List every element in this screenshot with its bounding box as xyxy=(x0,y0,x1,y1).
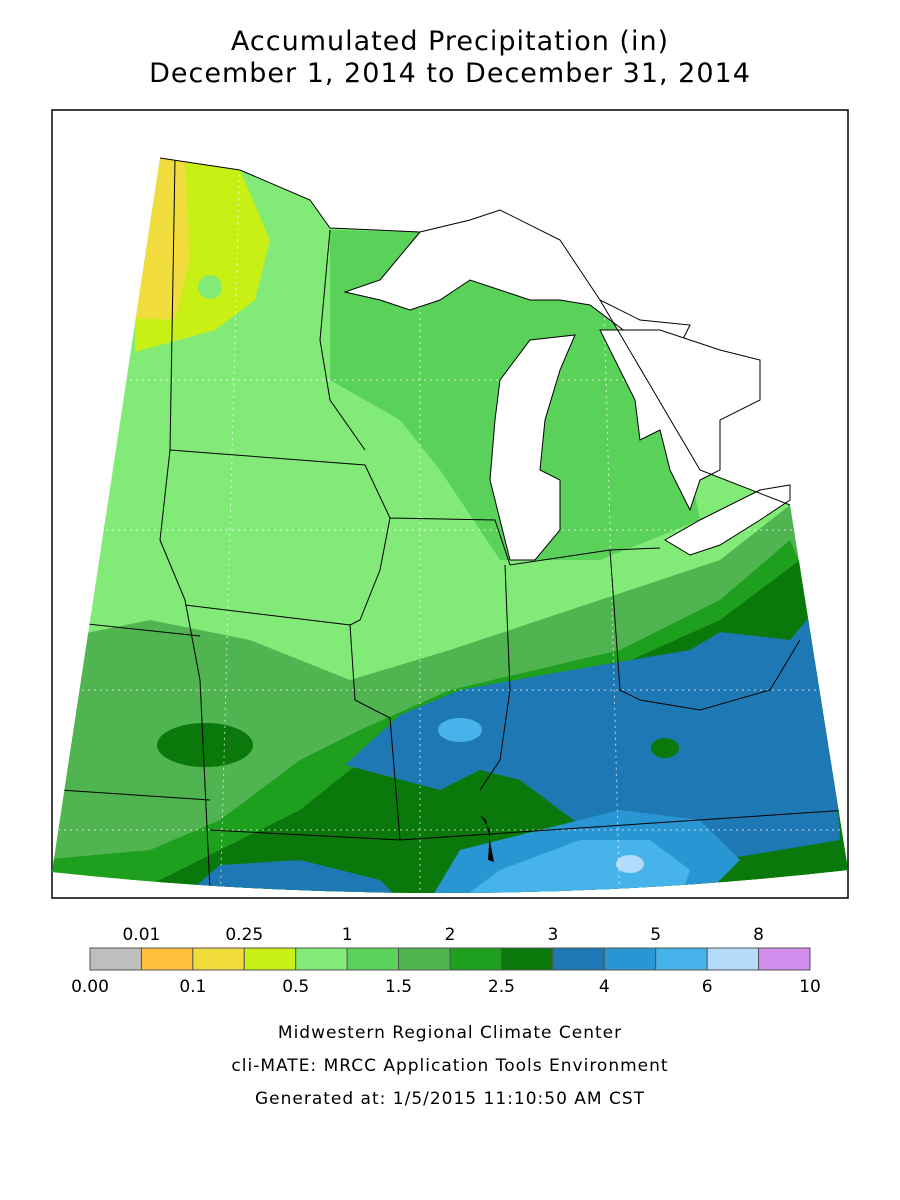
zone xyxy=(616,855,644,873)
legend-label: 2.5 xyxy=(488,977,515,997)
zone xyxy=(345,610,840,860)
legend-label: 1.5 xyxy=(385,977,412,997)
legend-swatch xyxy=(192,947,245,971)
title-line: Accumulated Precipitation (in) xyxy=(231,26,669,57)
legend-label: 0.5 xyxy=(282,977,309,997)
legend-swatch xyxy=(500,947,554,971)
legend-label: 3 xyxy=(547,925,558,945)
zone xyxy=(651,738,679,758)
map xyxy=(51,109,849,899)
footer-line: Generated at: 1/5/2015 11:10:50 AM CST xyxy=(255,1089,645,1109)
zone xyxy=(135,160,270,352)
lake-erie xyxy=(664,484,791,556)
legend-swatch xyxy=(346,947,400,971)
legend-swatch xyxy=(758,947,811,971)
legend-label: 5 xyxy=(650,925,661,945)
legend-swatch xyxy=(706,947,760,971)
lake-michigan xyxy=(489,334,576,561)
legend-swatch xyxy=(295,947,348,971)
zone xyxy=(460,840,690,894)
legend-swatch xyxy=(89,947,142,971)
legend-label: 10 xyxy=(799,977,821,997)
legend-swatch xyxy=(655,947,708,971)
legend: 0.00 0.01 0.1 0.25 0.5 1 1.5 2 2.5 3 4 5 6 8 10 xyxy=(71,925,821,997)
grid-lines xyxy=(52,158,848,894)
legend-label: 0.25 xyxy=(225,925,263,945)
legend-swatch xyxy=(552,947,605,971)
legend-label: 0.00 xyxy=(71,977,109,997)
legend-label: 6 xyxy=(702,977,713,997)
zone xyxy=(438,718,482,742)
legend-label: 0.1 xyxy=(179,977,206,997)
river xyxy=(480,815,494,862)
legend-label: 8 xyxy=(753,925,764,945)
legend-label: 2 xyxy=(445,925,456,945)
zone xyxy=(157,723,253,767)
footer-line: cli-MATE: MRCC Application Tools Environ… xyxy=(231,1056,668,1076)
legend-swatch xyxy=(243,947,297,971)
legend-label: 1 xyxy=(342,925,353,945)
legend-swatch xyxy=(449,947,502,971)
legend-label: 4 xyxy=(599,977,610,997)
zone xyxy=(198,275,222,299)
lake-huron xyxy=(599,329,761,512)
state-borders xyxy=(52,159,848,891)
legend-swatch xyxy=(603,947,657,971)
legend-swatch xyxy=(140,947,194,971)
legend-label: 0.01 xyxy=(122,925,160,945)
legend-swatch xyxy=(398,947,451,971)
coastline xyxy=(159,157,791,506)
footer-line: Midwestern Regional Climate Center xyxy=(278,1023,622,1043)
zone xyxy=(135,158,190,320)
title-line: December 1, 2014 to December 31, 2014 xyxy=(149,58,751,89)
